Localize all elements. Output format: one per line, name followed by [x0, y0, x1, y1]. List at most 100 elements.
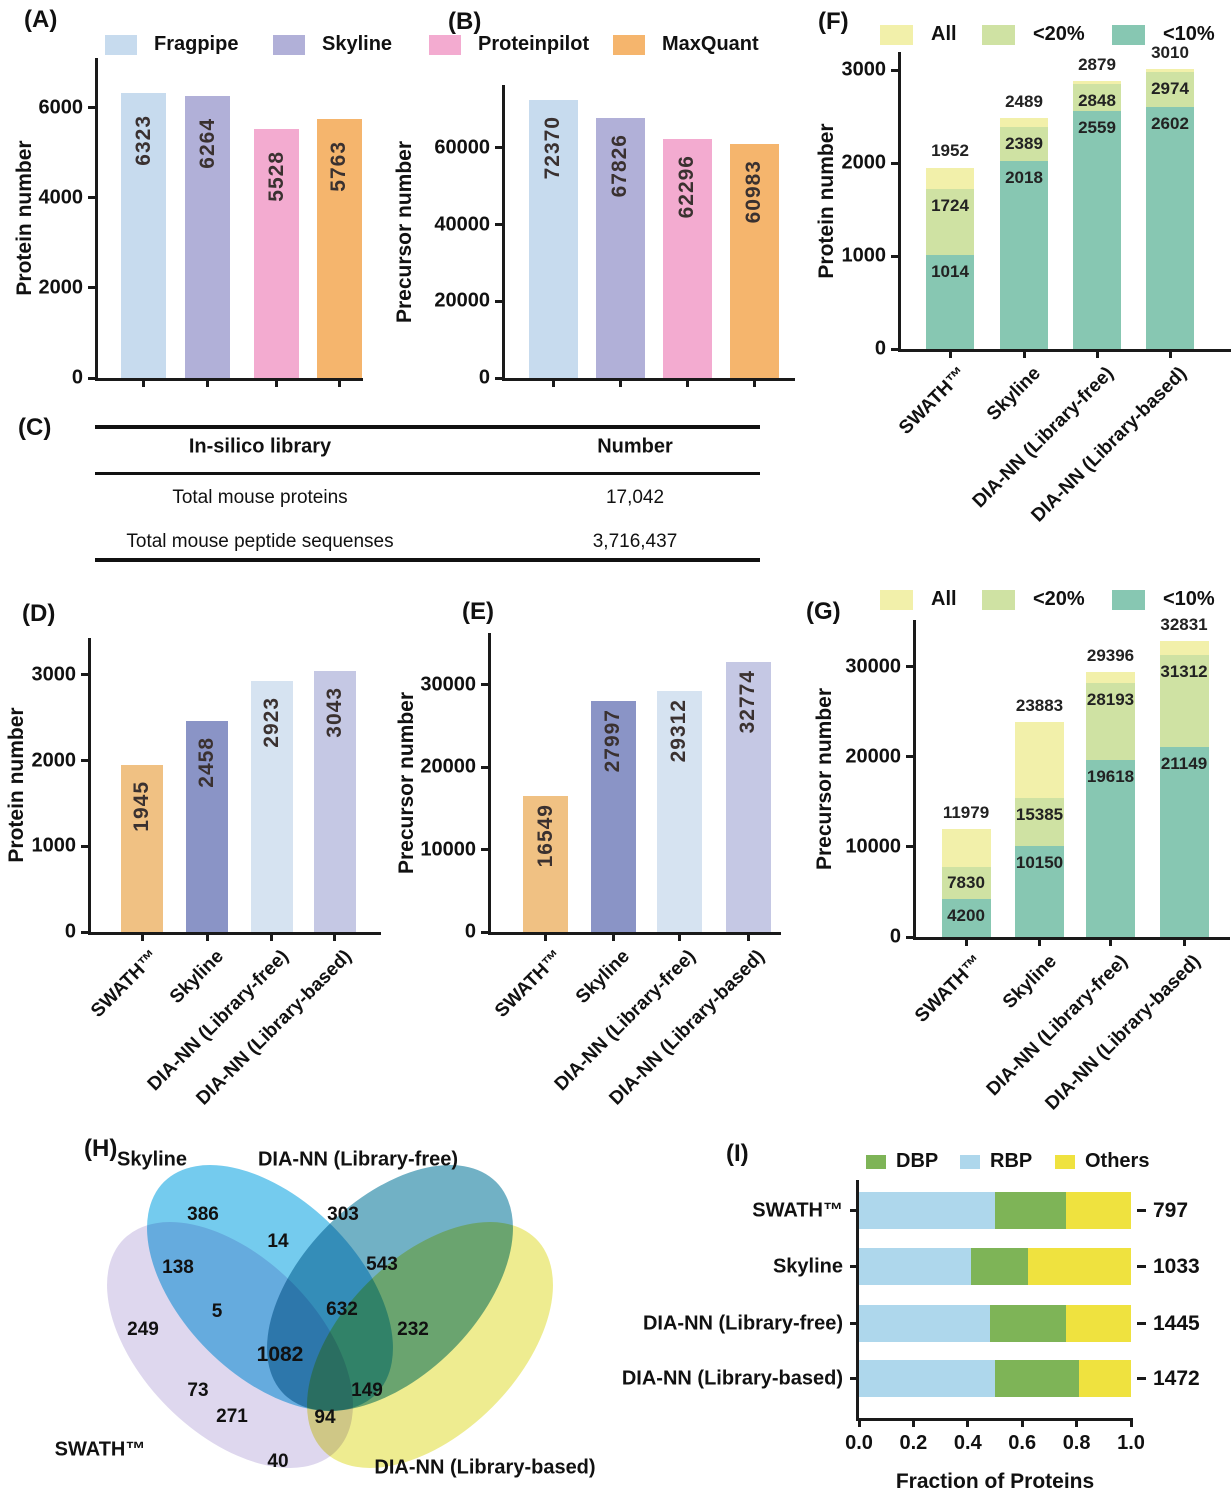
stack-value-label-G-<20%-3: 31312: [1160, 662, 1208, 681]
x-tick-B-3: [752, 378, 756, 387]
x-tick-A-2: [275, 378, 278, 387]
y-tick-label-B-20000: 20000: [434, 289, 490, 312]
y-tick-G-0: [906, 935, 916, 939]
panel-d-label: (D): [22, 600, 56, 627]
y-tick-label-G-10000: 10000: [845, 835, 901, 858]
y-axis-title-D: Protein number: [5, 707, 28, 863]
row-tick-0: [850, 1209, 859, 1212]
legend-i-swatch-2: [1055, 1154, 1075, 1169]
y-tick-label-F-2000: 2000: [841, 151, 887, 174]
y-tick-E-20000: [481, 765, 491, 769]
bar-D-DIA-NN (Library-free): 2923: [250, 681, 293, 932]
x-tick-E-1: [611, 932, 615, 941]
y-tick-label-E-20000: 20000: [420, 755, 476, 778]
x-tick-label-I-0.8: 0.8: [1062, 1432, 1091, 1454]
stack-value-label-F-<10%-0: 1014: [931, 261, 969, 281]
venn-region-value-9: 1082: [256, 1343, 304, 1366]
y-tick-A-0: [88, 376, 98, 380]
plot-panel-B: 0 20000 40000 60000 Precursor number 72370 678…: [393, 85, 795, 389]
y-tick-label-B-40000: 40000: [434, 213, 490, 236]
stack-value-label-G-All-1: 23883: [1015, 695, 1064, 715]
y-tick-G-20000: [906, 755, 916, 759]
row-tick-3: [850, 1377, 859, 1380]
y-tick-D-1000: [81, 844, 91, 848]
x-tick-I-1.0: [1129, 1418, 1133, 1427]
bar-value-label-E-0: 16549: [533, 803, 557, 868]
x-category-label-D-0: SWATH™: [87, 946, 163, 1022]
venn-set-label-SWATH™: SWATH™: [54, 1438, 146, 1461]
legend-g-swatch-1: [982, 589, 1015, 610]
row-label-1: Skyline: [772, 1255, 843, 1277]
x-tick-G-3: [1182, 937, 1186, 946]
y-tick-D-0: [81, 930, 91, 934]
legend-i-label-0: DBP: [896, 1150, 939, 1172]
y-tick-label-B-60000: 60000: [434, 136, 490, 159]
y-tick-G-10000: [906, 845, 916, 849]
table-row-0-label: Total mouse proteins: [172, 487, 348, 508]
y-tick-B-40000: [495, 223, 505, 227]
x-category-label-F-1: Skyline: [982, 363, 1045, 425]
stack-value-label-G-<20%-1: 15385: [1015, 805, 1064, 825]
bar-E-SWATH™: 16549: [523, 795, 568, 932]
legend-g-label-0: All: [931, 588, 957, 610]
stack-value-label-G-<10%-0: 4200: [947, 906, 985, 926]
x-tick-B-1: [618, 378, 622, 387]
legend-g-item-0: All: [880, 588, 957, 611]
x-category-label-E-1: Skyline: [571, 946, 634, 1008]
y-tick-label-A-2000: 2000: [38, 276, 84, 299]
y-tick-label-F-1000: 1000: [841, 244, 887, 267]
x-tick-G-1: [1038, 937, 1041, 946]
x-tick-G-2: [1109, 937, 1112, 946]
legend-f-swatch-2: [1112, 24, 1145, 45]
bar-D-Skyline: 2458: [186, 721, 228, 932]
y-tick-label-D-2000: 2000: [31, 749, 77, 772]
venn-region-value-2: 14: [267, 1231, 289, 1252]
table-row-1-label: Total mouse peptide sequenses: [126, 531, 394, 552]
x-category-label-G-0: SWATH™: [911, 951, 987, 1027]
bar-A-Proteinpilot: 5528: [254, 129, 299, 378]
x-tick-E-2: [677, 932, 681, 941]
venn-region-value-10: 73: [187, 1380, 209, 1401]
y-tick-label-E-10000: 10000: [420, 838, 476, 861]
venn-region-value-11: 149: [351, 1380, 383, 1401]
stack-segment-F-<10%-0: [926, 254, 974, 349]
y-tick-B-60000: [495, 146, 505, 150]
stack-value-label-F-<20%-1: 2389: [1005, 133, 1043, 153]
y-tick-F-1000: [891, 254, 901, 258]
legend-i-swatch-0: [866, 1154, 886, 1169]
x-tick-G-0: [964, 937, 968, 946]
y-axis-title-E: Precursor number: [395, 691, 418, 874]
bar-B-Fragpipe: 72370: [528, 100, 578, 378]
legend-i-item-0: DBP: [866, 1150, 938, 1173]
venn-region-value-8: 232: [397, 1319, 429, 1340]
bar-D-SWATH™: 1945: [121, 765, 163, 932]
y-tick-label-G-20000: 20000: [845, 745, 901, 768]
legend-ab-item-3: MaxQuant: [613, 33, 759, 56]
legend-ab-item-2: Proteinpilot: [429, 33, 589, 56]
x-tick-I-0.2: [911, 1418, 915, 1427]
venn-region-value-14: 40: [267, 1451, 289, 1472]
x-tick-label-I-0.6: 0.6: [1008, 1432, 1037, 1454]
y-tick-label-D-3000: 3000: [31, 663, 77, 686]
x-tick-F-1: [1022, 349, 1026, 358]
bar-E-DIA-NN (Library-free): 29312: [656, 690, 702, 932]
bar-D-DIA-NN (Library-based): 3043: [313, 671, 356, 932]
legend-ab-label-3: MaxQuant: [662, 33, 759, 55]
row-label-0: SWATH™: [752, 1199, 843, 1221]
venn-region-value-7: 249: [127, 1319, 159, 1340]
venn-region-value-3: 138: [162, 1257, 194, 1278]
row-label-3: DIA-NN (Library-based): [621, 1367, 843, 1389]
y-tick-A-2000: [88, 286, 98, 290]
bar-value-label-E-3: 32774: [736, 670, 759, 734]
y-axis-title-G: Precursor number: [813, 687, 836, 870]
legend-f-item-0: All: [880, 23, 957, 46]
protein-count-1: 1033: [1153, 1254, 1200, 1278]
stack-value-label-F-All-3: 3010: [1151, 43, 1189, 63]
x-tick-I-0.6: [1020, 1418, 1024, 1427]
x-tick-label-I-1.0: 1.0: [1117, 1432, 1145, 1454]
x-tick-label-I-0.2: 0.2: [899, 1432, 928, 1454]
hbar-segment-DIA-NN (Library-free)-Others: [1065, 1305, 1131, 1342]
venn-region-value-4: 543: [366, 1254, 398, 1275]
plot-panel-I: SWATH™ 797 Skyline 1033 DIA-NN (Library-free…: [622, 1180, 1200, 1493]
y-tick-label-F-0: 0: [874, 337, 886, 360]
